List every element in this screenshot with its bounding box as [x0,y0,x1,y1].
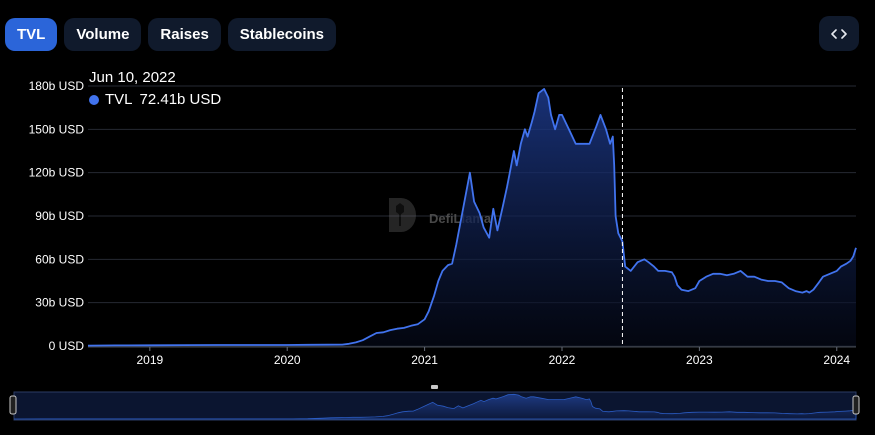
tooltip-date: Jun 10, 2022 [89,69,176,86]
brush-left-handle[interactable] [9,395,17,415]
chart-tabs: TVL Volume Raises Stablecoins [5,18,336,51]
x-tick-label: 2020 [274,353,301,367]
defillama-logo-icon [389,198,416,232]
x-tick-label: 2021 [411,353,438,367]
tvl-series-line [87,88,857,347]
y-tick-label: 30b USD [35,296,84,310]
series-dot [89,94,99,105]
tooltip-value: 72.41b USD [139,91,222,108]
brush-right-handle[interactable] [852,395,860,415]
tvl-area [88,88,856,347]
tooltip-series-name: TVL [105,91,133,108]
tab-tvl[interactable]: TVL [5,18,58,51]
tab-volume[interactable]: Volume [64,18,142,51]
y-tick-label: 0 USD [49,339,85,353]
embed-button[interactable] [819,16,859,51]
range-brush[interactable] [9,385,860,421]
x-axis: 2019 2020 2021 2022 2023 2024 [88,346,856,367]
x-tick-label: 2024 [823,353,850,367]
y-tick-label: 150b USD [29,122,85,136]
tooltip-row: TVL 72.41b USD [89,91,221,108]
y-tick-label: 120b USD [29,166,85,180]
x-tick-label: 2022 [549,353,576,367]
tab-raises[interactable]: Raises [148,18,221,51]
y-tick-label: 60b USD [35,252,84,266]
y-tick-label: 90b USD [35,209,84,223]
x-tick-label: 2023 [686,353,713,367]
x-tick-label: 2019 [136,353,163,367]
brush-area [13,393,857,420]
y-tick-label: 180b USD [29,79,85,93]
tab-stablecoins[interactable]: Stablecoins [227,18,336,51]
brush-center-handle[interactable] [431,385,438,389]
code-brackets-icon [831,28,847,39]
y-axis: 0 USD 30b USD 60b USD 90b USD 120b USD 150b U… [29,79,85,353]
